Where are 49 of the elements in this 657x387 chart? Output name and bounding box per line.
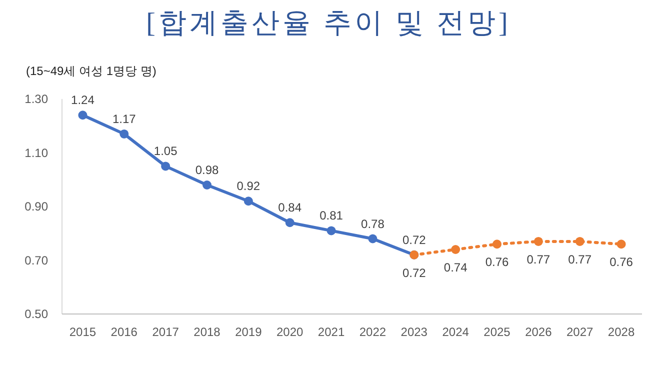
x-tick-label: 2023	[400, 325, 428, 339]
x-tick-label: 2028	[608, 325, 635, 339]
y-tick-label: 1.30	[24, 92, 48, 106]
data-label: 0.84	[278, 200, 302, 215]
y-tick-label: 0.70	[24, 253, 48, 268]
data-label: 0.74	[444, 260, 468, 274]
x-tick-label: 2022	[359, 325, 386, 339]
data-label: 0.76	[610, 255, 634, 270]
data-label: 0.81	[320, 208, 344, 223]
y-axis-title: (15~49세 여성 1명당 명)	[26, 64, 156, 78]
data-label: 0.92	[236, 179, 260, 194]
point	[78, 110, 88, 120]
point	[616, 240, 626, 249]
y-tick-label: 0.90	[24, 200, 48, 214]
point	[202, 180, 212, 190]
x-tick-label: 2020	[276, 325, 304, 339]
x-tick-label: 2016	[110, 325, 138, 339]
point	[161, 162, 170, 171]
point	[492, 240, 502, 249]
point	[368, 234, 378, 244]
data-label: 1.05	[154, 144, 178, 158]
x-tick-label: 2019	[235, 325, 262, 339]
y-tick-label: 0.50	[24, 307, 48, 321]
data-label: 0.72	[402, 266, 426, 280]
data-label: 1.17	[112, 112, 136, 126]
point	[285, 218, 294, 228]
data-label: 0.72	[402, 232, 426, 247]
chart-title: [합계출산율 추이 및 전망]	[146, 8, 511, 39]
x-tick-label: 2021	[318, 325, 345, 339]
data-label: 0.98	[195, 163, 219, 177]
x-tick-label: 2027	[566, 325, 594, 339]
x-tick-label: 2025	[484, 325, 511, 339]
x-tick-label: 2026	[525, 325, 552, 339]
x-tick-label: 2017	[152, 325, 180, 339]
point	[244, 196, 253, 206]
x-tick-label: 2024	[442, 325, 470, 339]
point	[451, 245, 460, 254]
point	[534, 236, 543, 246]
data-label: 1.24	[71, 93, 95, 108]
point	[120, 129, 129, 138]
data-label: 0.76	[485, 255, 509, 270]
x-tick-label: 2015	[69, 325, 96, 339]
data-label: 0.78	[361, 216, 385, 231]
x-tick-label: 2018	[194, 325, 221, 339]
data-label: 0.77	[568, 252, 592, 266]
point	[575, 236, 584, 246]
y-tick-label: 1.10	[24, 146, 48, 160]
point	[326, 226, 336, 236]
data-label: 0.77	[526, 252, 550, 266]
